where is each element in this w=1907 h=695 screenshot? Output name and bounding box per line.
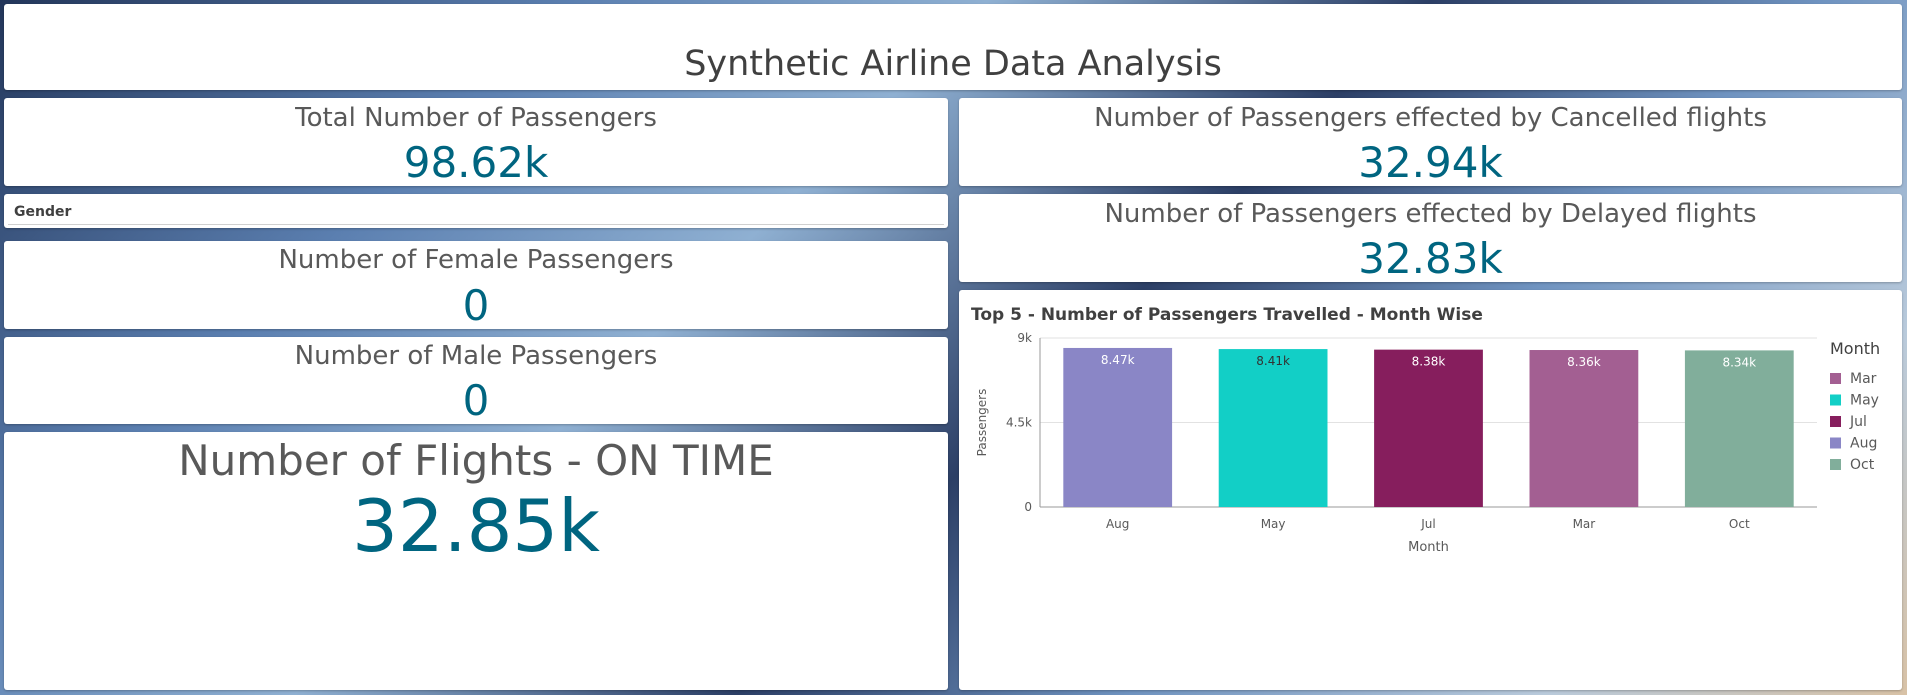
- title-card: Synthetic Airline Data Analysis: [4, 4, 1902, 90]
- legend-swatch: [1830, 416, 1841, 427]
- data-label: 8.47k: [1101, 353, 1135, 367]
- legend-item-may: May: [1850, 393, 1879, 409]
- kpi-label: Total Number of Passengers: [295, 103, 657, 133]
- legend-swatch: [1830, 459, 1841, 470]
- y-tick-label: 9k: [1017, 331, 1032, 345]
- kpi-label: Number of Passengers effected by Delayed…: [1104, 199, 1757, 229]
- x-tick-label: Aug: [1106, 517, 1129, 531]
- data-label: 8.41k: [1256, 354, 1290, 368]
- kpi-value: 98.62k: [403, 138, 549, 186]
- kpi-value: 32.85k: [352, 484, 600, 568]
- legend-swatch: [1830, 394, 1841, 406]
- kpi-male-passengers[interactable]: Number of Male Passengers 0: [4, 337, 948, 424]
- chart-title: Top 5 - Number of Passengers Travelled -…: [971, 305, 1483, 325]
- bar-chart: 0 4.5k 9k 8.47k Aug 8.41k May 8.38k Jul 8.36k Mar 8…: [975, 331, 1880, 555]
- legend-swatch: [1830, 373, 1841, 384]
- y-tick-label: 4.5k: [1006, 416, 1032, 430]
- kpi-on-time-flights[interactable]: Number of Flights - ON TIME 32.85k: [4, 432, 948, 690]
- x-tick-label: Mar: [1573, 517, 1596, 531]
- data-label: 8.34k: [1722, 355, 1756, 369]
- legend-title: Month: [1830, 339, 1880, 358]
- gender-filter[interactable]: Gender: [4, 194, 948, 228]
- kpi-value: 32.94k: [1358, 138, 1503, 186]
- legend-item-mar: Mar: [1850, 371, 1877, 387]
- y-tick-label: 0: [1024, 500, 1032, 514]
- kpi-label: Number of Male Passengers: [294, 341, 658, 371]
- bar-jul: [1374, 349, 1483, 507]
- x-axis-title: Month: [1408, 540, 1449, 555]
- kpi-label: Number of Flights - ON TIME: [178, 436, 774, 485]
- kpi-delayed-passengers[interactable]: Number of Passengers effected by Delayed…: [959, 194, 1902, 282]
- kpi-female-passengers[interactable]: Number of Female Passengers 0: [4, 241, 948, 329]
- kpi-label: Number of Passengers effected by Cancell…: [1094, 103, 1767, 133]
- legend-item-jul: Jul: [1849, 414, 1867, 430]
- x-tick-label: May: [1261, 517, 1286, 531]
- kpi-label: Number of Female Passengers: [278, 245, 674, 275]
- y-axis-title: Passengers: [975, 389, 989, 457]
- bar-aug: [1063, 347, 1173, 507]
- x-tick-label: Jul: [1420, 517, 1435, 531]
- passengers-by-month-chart[interactable]: Top 5 - Number of Passengers Travelled -…: [959, 290, 1902, 690]
- kpi-value: 0: [462, 376, 490, 424]
- data-label: 8.36k: [1567, 355, 1601, 369]
- kpi-cancelled-passengers[interactable]: Number of Passengers effected by Cancell…: [959, 98, 1902, 186]
- filter-label: Gender: [14, 204, 72, 220]
- legend-item-oct: Oct: [1850, 457, 1875, 473]
- page-title: Synthetic Airline Data Analysis: [684, 44, 1222, 84]
- filter-divider: [8, 224, 944, 225]
- legend-swatch: [1830, 437, 1841, 449]
- kpi-total-passengers[interactable]: Total Number of Passengers 98.62k: [4, 98, 948, 186]
- x-tick-label: Oct: [1729, 517, 1750, 531]
- kpi-value: 0: [462, 281, 490, 329]
- kpi-value: 32.83k: [1358, 234, 1503, 282]
- bar-may: [1218, 349, 1328, 507]
- data-label: 8.38k: [1412, 355, 1446, 369]
- bar-oct: [1684, 350, 1794, 507]
- bar-mar: [1529, 350, 1639, 507]
- legend-item-aug: Aug: [1850, 436, 1877, 452]
